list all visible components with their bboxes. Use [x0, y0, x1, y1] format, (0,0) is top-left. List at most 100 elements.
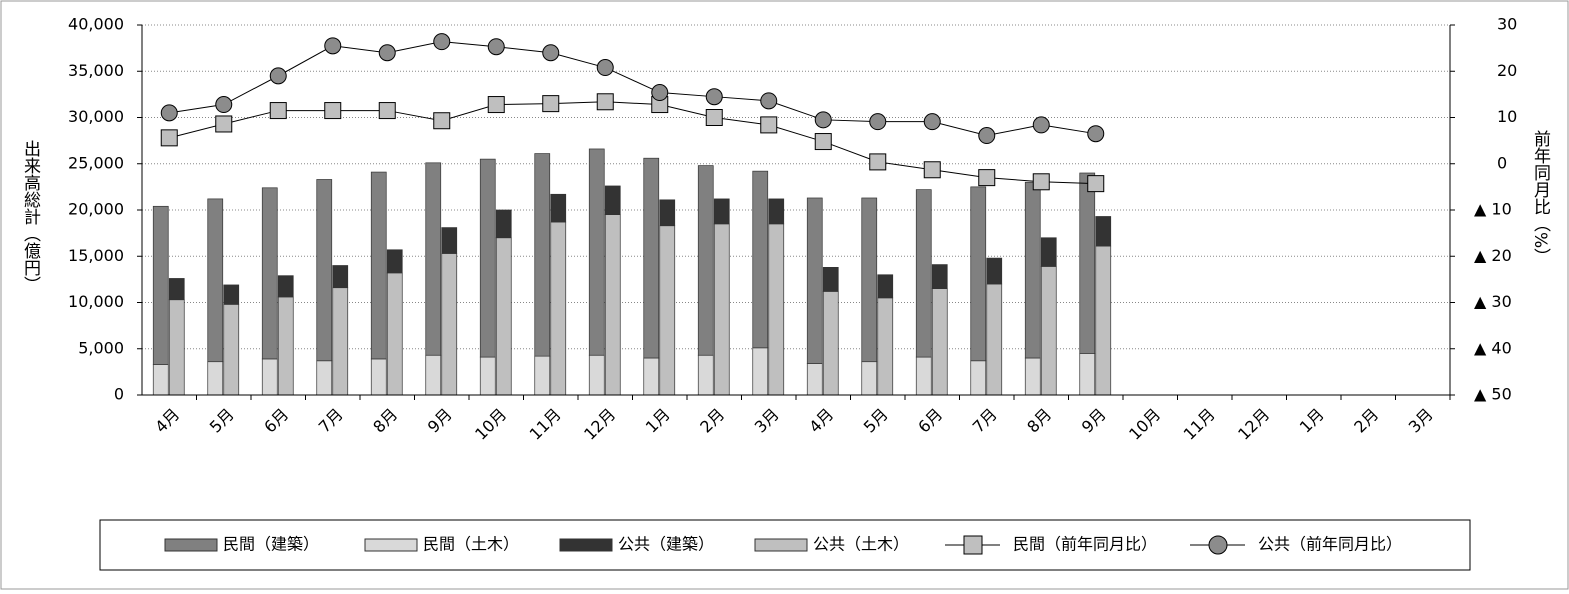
- bar-segment: [223, 304, 240, 396]
- bar-segment: [152, 205, 169, 365]
- marker: [1087, 125, 1105, 143]
- bar-segment: [534, 153, 551, 357]
- bar-segment: [970, 186, 987, 362]
- bar-segment: [604, 185, 621, 215]
- marker: [705, 88, 723, 106]
- marker: [433, 112, 451, 130]
- y-tick-label: 15,000: [68, 246, 124, 265]
- y-tick-label: 0: [114, 385, 124, 404]
- bar-segment: [659, 199, 676, 227]
- legend-swatch: [559, 538, 613, 552]
- marker: [160, 104, 178, 122]
- bar-segment: [752, 347, 769, 396]
- bar-segment: [861, 197, 878, 363]
- bar-segment: [752, 170, 769, 349]
- legend-swatch: [364, 538, 418, 552]
- bar-segment: [1024, 181, 1041, 359]
- legend-label: 公共（前年同月比）: [1258, 535, 1402, 554]
- bar-segment: [604, 214, 621, 396]
- bar-segment: [370, 171, 387, 360]
- bar-segment: [822, 267, 839, 292]
- bar-segment: [931, 264, 948, 289]
- bar-segment: [768, 198, 785, 225]
- bar-segment: [425, 162, 442, 356]
- legend-swatch: [164, 538, 218, 552]
- y-tick-label: 35,000: [68, 61, 124, 80]
- legend-marker: [963, 535, 983, 555]
- marker: [215, 96, 233, 114]
- line: [169, 101, 1096, 185]
- y2-tick-label: ▲ 40: [1474, 338, 1512, 357]
- marker: [378, 44, 396, 62]
- marker: [596, 59, 614, 77]
- legend-box: [99, 519, 1471, 571]
- bar-segment: [370, 358, 387, 396]
- y-tick-label: 20,000: [68, 200, 124, 219]
- marker: [542, 44, 560, 62]
- bar-segment: [1079, 172, 1096, 354]
- bar-segment: [168, 299, 185, 396]
- bar-segment: [261, 358, 278, 396]
- marker: [760, 92, 778, 110]
- marker: [1087, 175, 1105, 193]
- marker: [869, 113, 887, 131]
- y2-tick-label: ▲ 20: [1474, 246, 1512, 265]
- y-tick-label: 5,000: [78, 338, 124, 357]
- bar-segment: [713, 223, 730, 396]
- legend-label: 公共（土木）: [813, 535, 909, 554]
- bar-segment: [534, 355, 551, 396]
- bar-segment: [877, 274, 894, 299]
- bar-segment: [386, 249, 403, 274]
- marker: [378, 102, 396, 120]
- bar-segment: [659, 225, 676, 396]
- bar-segment: [1079, 353, 1096, 396]
- bar-segment: [441, 253, 458, 396]
- marker: [542, 95, 560, 113]
- bar-segment: [877, 297, 894, 396]
- marker: [978, 127, 996, 145]
- bar-segment: [479, 158, 496, 358]
- bar-segment: [479, 356, 496, 396]
- bar-segment: [207, 361, 224, 396]
- marker: [1032, 173, 1050, 191]
- legend-label: 民間（土木）: [423, 535, 519, 554]
- bar-segment: [697, 165, 714, 356]
- bar-segment: [550, 221, 567, 396]
- bar-segment: [277, 275, 294, 298]
- bar-segment: [425, 354, 442, 396]
- bar-segment: [970, 360, 987, 396]
- bar-segment: [441, 227, 458, 254]
- y2-tick-label: ▲ 30: [1474, 292, 1512, 311]
- bar-segment: [986, 283, 1003, 396]
- y2-tick-label: 20: [1497, 61, 1517, 80]
- legend-label: 民間（前年同月比）: [1013, 535, 1157, 554]
- marker: [705, 109, 723, 126]
- bar-segment: [915, 356, 932, 396]
- bar-segment: [822, 291, 839, 396]
- bar-segment: [168, 278, 185, 301]
- bar-segment: [332, 265, 349, 289]
- marker: [923, 113, 941, 131]
- bar-segment: [550, 193, 567, 223]
- bar-segment: [697, 354, 714, 396]
- marker: [814, 111, 832, 129]
- legend-marker: [1208, 535, 1228, 555]
- bar-segment: [931, 288, 948, 396]
- marker: [596, 93, 614, 111]
- bar-segment: [588, 148, 605, 356]
- bar-segment: [386, 272, 403, 396]
- marker: [433, 33, 451, 51]
- bar-segment: [277, 296, 294, 396]
- y-tick-label: 40,000: [68, 15, 124, 34]
- marker: [814, 133, 832, 151]
- bar-segment: [915, 189, 932, 358]
- y-tick-label: 25,000: [68, 153, 124, 172]
- bar-segment: [223, 284, 240, 305]
- bar-segment: [316, 360, 333, 396]
- bar-segment: [1095, 245, 1112, 396]
- bar-segment: [643, 357, 660, 396]
- bar-segment: [1024, 357, 1041, 396]
- y-axis-title: 出来高総計（億円）: [20, 140, 41, 293]
- bar-segment: [1040, 237, 1057, 267]
